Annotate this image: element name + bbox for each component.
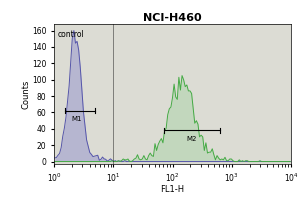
Text: M1: M1	[71, 116, 82, 122]
Title: NCI-H460: NCI-H460	[143, 13, 202, 23]
Text: control: control	[58, 30, 84, 39]
Y-axis label: Counts: Counts	[22, 79, 31, 109]
Text: M2: M2	[186, 136, 197, 142]
X-axis label: FL1-H: FL1-H	[160, 185, 184, 194]
